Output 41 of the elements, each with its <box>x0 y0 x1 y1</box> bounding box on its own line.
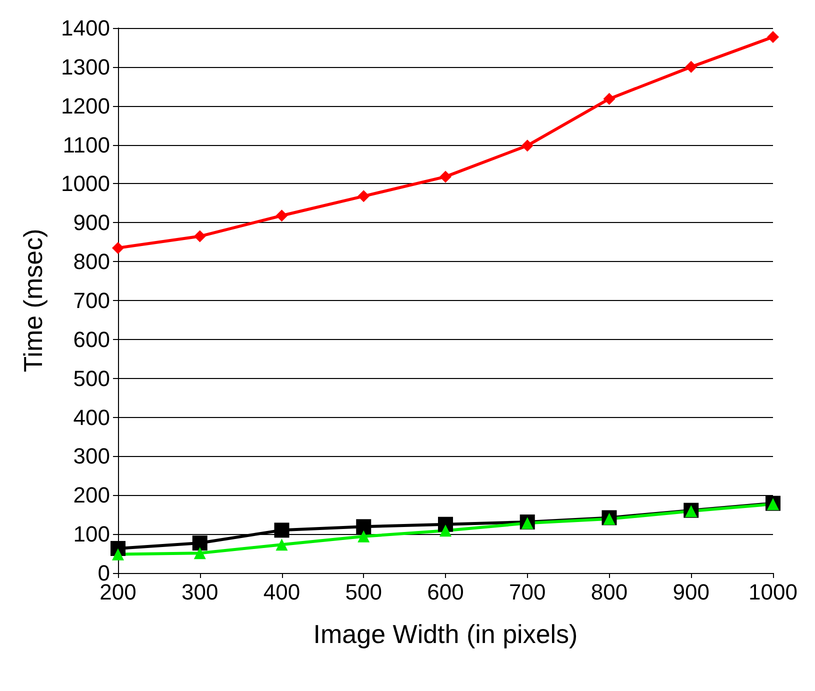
point <box>194 230 206 242</box>
y-tick-label: 700 <box>73 288 110 313</box>
y-tick-label: 500 <box>73 366 110 391</box>
point <box>358 530 370 542</box>
y-axis-title: Time (msec) <box>18 228 48 372</box>
y-tick-label: 400 <box>73 404 110 430</box>
y-tick-label: 1300 <box>61 54 110 80</box>
point <box>356 519 372 534</box>
point <box>685 60 698 73</box>
x-tick-label: 600 <box>427 580 464 604</box>
point <box>112 242 124 254</box>
point <box>767 30 779 43</box>
point <box>274 522 290 538</box>
x-tick-label: 400 <box>263 580 300 604</box>
y-tick-label: 600 <box>73 326 110 352</box>
point <box>192 536 208 551</box>
y-tick-label: 300 <box>73 444 110 469</box>
y-tick-label: 1200 <box>61 93 110 118</box>
x-tick-label: 900 <box>672 580 710 604</box>
y-tick-label: 800 <box>73 249 110 274</box>
point <box>276 538 288 551</box>
x-tick-label: 300 <box>182 580 218 604</box>
y-tick-label: 900 <box>73 210 110 236</box>
point <box>112 548 124 560</box>
x-axis-title: Image Width (in pixels) <box>313 619 578 649</box>
point <box>440 524 452 537</box>
point <box>358 190 370 202</box>
x-tick-label: 800 <box>590 580 628 604</box>
y-tick-label: 100 <box>73 522 110 547</box>
point <box>194 547 206 560</box>
y-tick-label: 1100 <box>62 132 110 158</box>
point <box>276 210 288 222</box>
y-tick-label: 1000 <box>61 171 110 196</box>
point <box>521 140 534 152</box>
x-tick-label: 700 <box>509 580 546 604</box>
y-tick-label: 200 <box>73 482 110 508</box>
point <box>440 170 452 183</box>
x-tick-label: 1000 <box>748 580 798 604</box>
x-tick-label: 500 <box>345 580 382 604</box>
point <box>603 92 616 105</box>
y-tick-label: 1400 <box>61 16 110 40</box>
